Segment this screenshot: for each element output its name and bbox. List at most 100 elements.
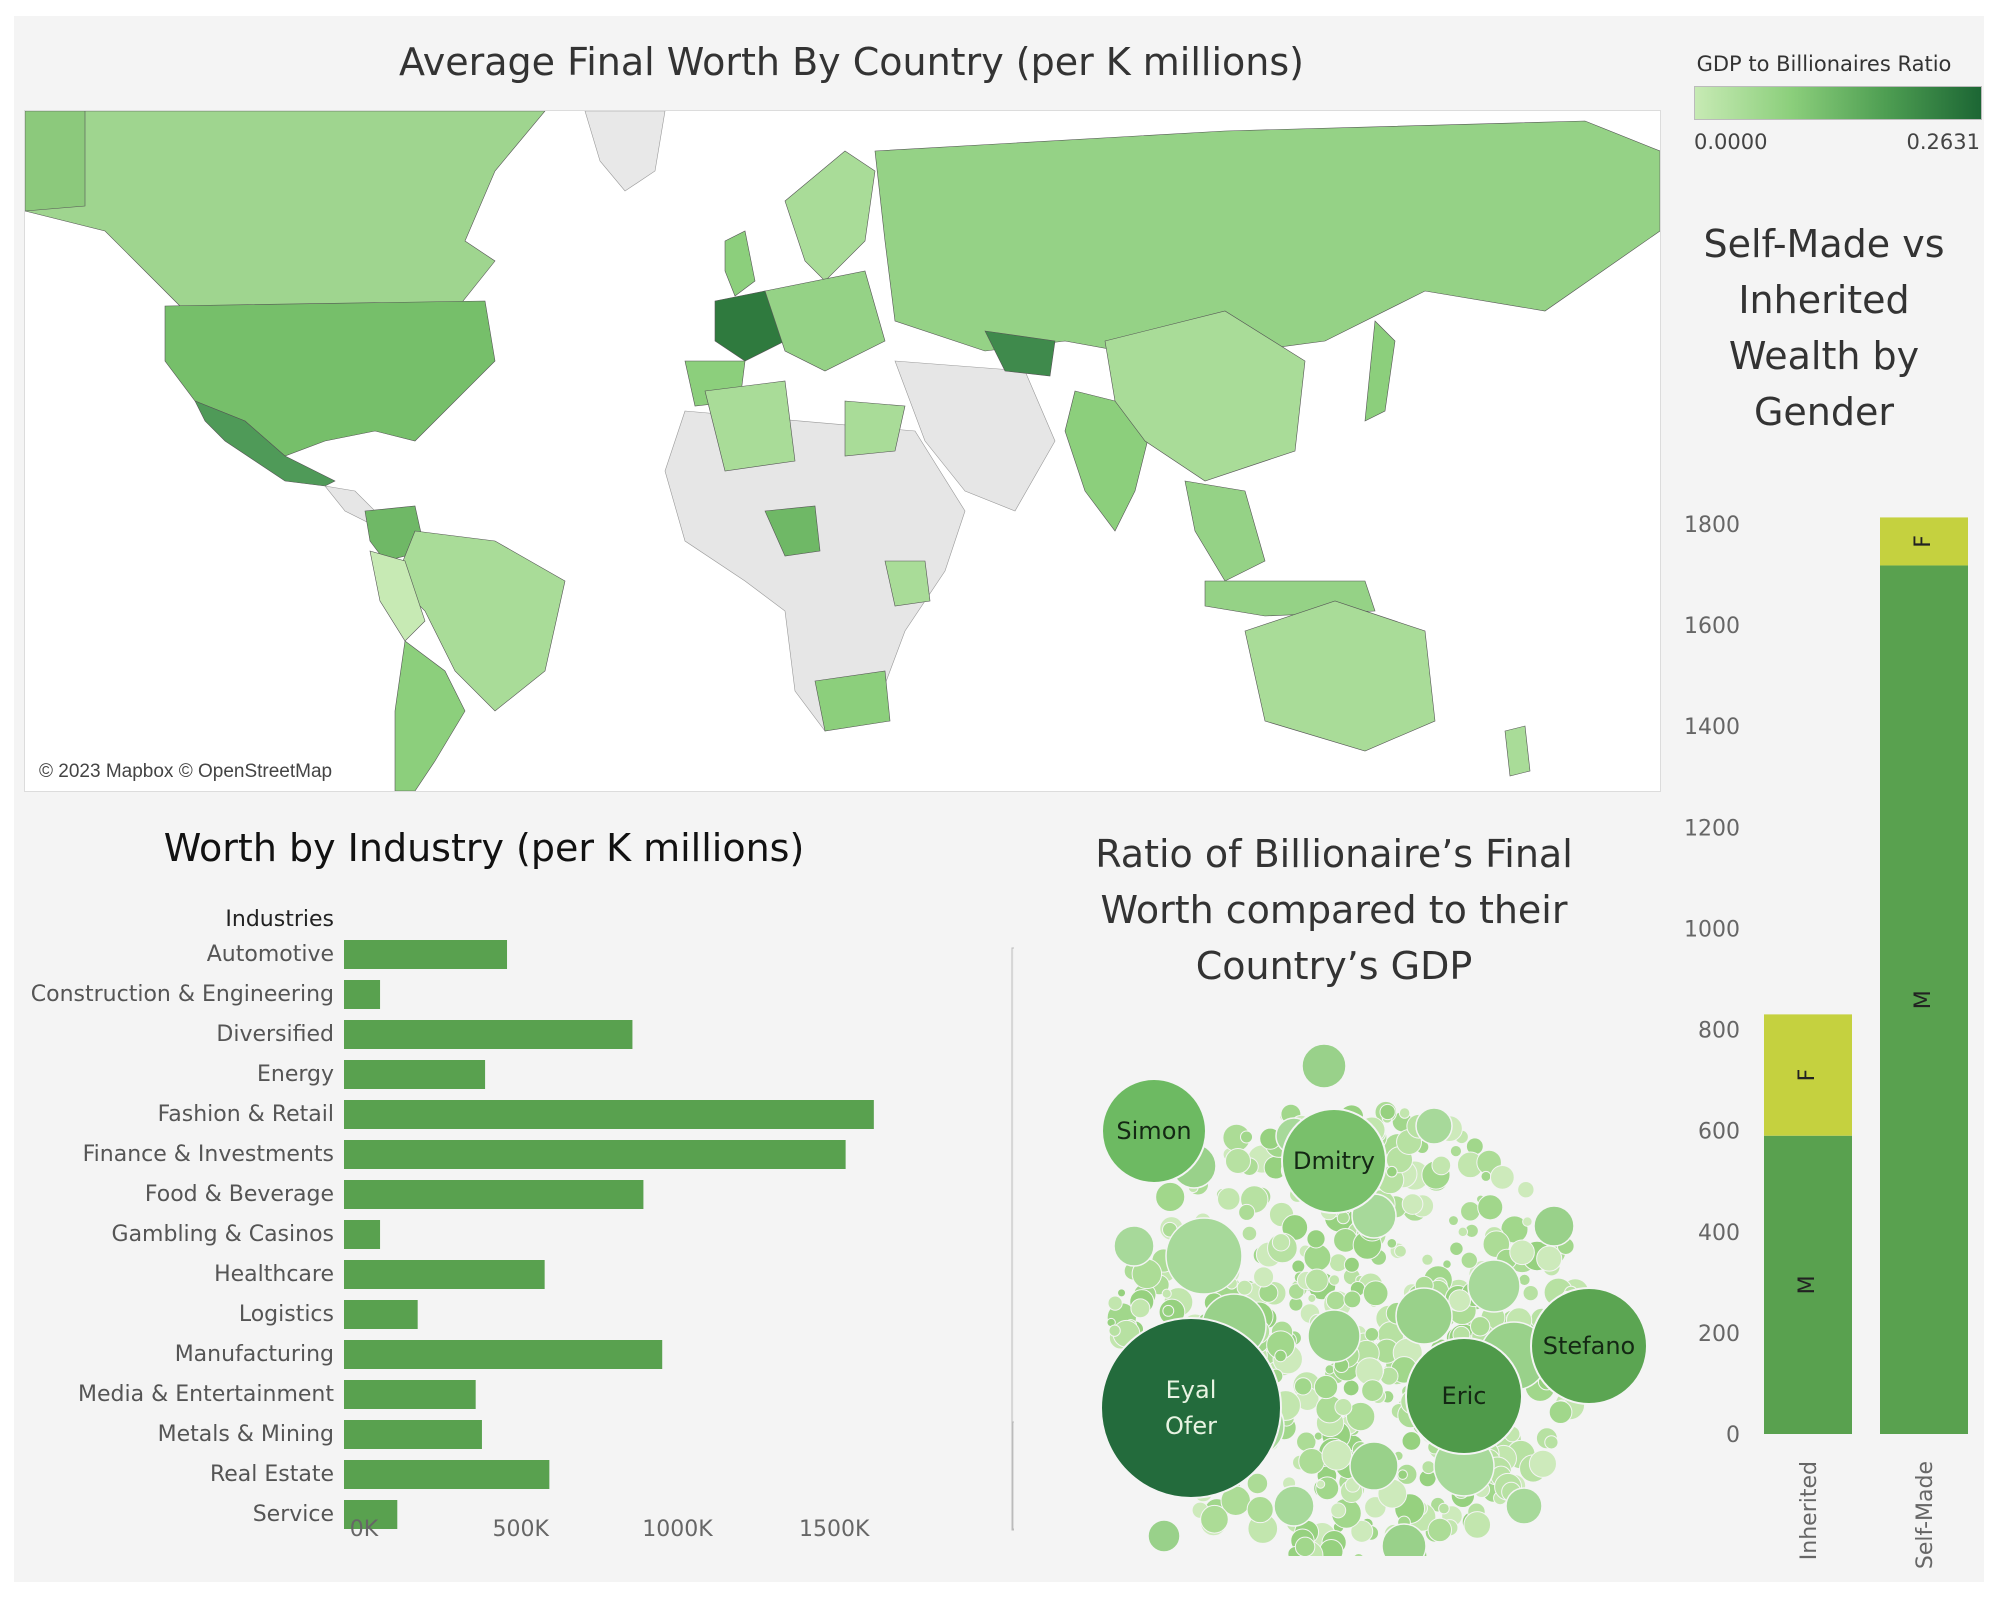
bubble-medium[interactable] — [1301, 1043, 1347, 1089]
bubble-medium[interactable] — [1505, 1487, 1543, 1525]
bubble-small[interactable] — [1477, 1194, 1504, 1221]
bubble-small[interactable] — [1427, 1517, 1452, 1543]
industry-bar-real-estate[interactable] — [344, 1460, 550, 1489]
bubble-small[interactable] — [1509, 1239, 1535, 1266]
industry-bar-manufacturing[interactable] — [344, 1340, 663, 1369]
bubble-small[interactable] — [1528, 1449, 1557, 1478]
industry-bar-chart[interactable]: Industries Automotive Construction & Engin… — [14, 896, 1045, 1556]
industry-bar-diversified[interactable] — [344, 1020, 633, 1049]
bubble-small[interactable] — [1379, 1103, 1396, 1121]
bubble-small[interactable] — [1448, 1289, 1471, 1312]
industry-bar-gambling-casinos[interactable] — [344, 1220, 381, 1249]
industry-bar-fashion-retail[interactable] — [344, 1100, 874, 1129]
industry-scrollbar-thumb[interactable] — [1012, 1421, 1044, 1530]
bubble-small[interactable] — [1352, 1553, 1365, 1566]
bubble-small[interactable] — [1328, 1274, 1341, 1286]
bubble-small[interactable] — [1522, 1216, 1533, 1227]
bubble-medium[interactable] — [1113, 1225, 1155, 1267]
bubble-small[interactable] — [1346, 1401, 1376, 1432]
industry-bar-logistics[interactable] — [344, 1300, 418, 1329]
bubble-dmitry[interactable] — [1281, 1108, 1387, 1214]
industry-bar-food-beverage[interactable] — [344, 1180, 644, 1209]
bubble-small[interactable] — [1460, 1201, 1481, 1222]
bubble-small[interactable] — [1161, 1288, 1172, 1299]
bubble-medium[interactable] — [1307, 1309, 1361, 1363]
bubble-small[interactable] — [1362, 1280, 1389, 1307]
bubble-medium[interactable] — [1165, 1217, 1243, 1295]
bubble-small[interactable] — [1489, 1164, 1515, 1190]
bubble-small[interactable] — [1274, 1349, 1287, 1363]
bubble-small[interactable] — [1117, 1288, 1127, 1298]
bubble-small[interactable] — [1313, 1374, 1339, 1400]
bubble-small[interactable] — [1271, 1233, 1291, 1252]
bubble-small[interactable] — [1421, 1460, 1436, 1475]
bubble-small[interactable] — [1548, 1400, 1573, 1424]
bubble-small[interactable] — [1294, 1536, 1316, 1558]
bubble-simon[interactable] — [1101, 1078, 1207, 1184]
bubble-small[interactable] — [1253, 1266, 1275, 1288]
gender-bar-inherited-m[interactable] — [1764, 1135, 1852, 1434]
bubble-small[interactable] — [1394, 1244, 1407, 1258]
bubble-small[interactable] — [1522, 1284, 1539, 1302]
bubble-small[interactable] — [1321, 1440, 1353, 1471]
bubble-small[interactable] — [1246, 1472, 1269, 1495]
bubble-medium[interactable] — [1415, 1107, 1453, 1145]
bubble-small[interactable] — [1448, 1215, 1459, 1227]
bubble-small[interactable] — [1246, 1496, 1274, 1524]
industry-bar-service[interactable] — [344, 1500, 398, 1529]
bubble-small[interactable] — [1397, 1469, 1408, 1480]
bubble-small[interactable] — [1449, 1145, 1463, 1158]
bubble-small[interactable] — [1343, 1290, 1362, 1309]
bubble-small[interactable] — [1291, 1259, 1306, 1274]
bubble-small[interactable] — [1130, 1298, 1151, 1319]
bubble-small[interactable] — [1449, 1241, 1464, 1256]
bubble-small[interactable] — [1330, 1502, 1347, 1519]
bubble-small[interactable] — [1386, 1237, 1398, 1249]
bubble-small[interactable] — [1421, 1253, 1434, 1266]
world-map[interactable]: © 2023 Mapbox © OpenStreetMap — [24, 110, 1661, 792]
bubble-small[interactable] — [1306, 1229, 1326, 1249]
bubble-small[interactable] — [1401, 1431, 1422, 1451]
industry-bar-finance-investments[interactable] — [344, 1140, 846, 1169]
bubble-small[interactable] — [1480, 1170, 1492, 1182]
bubble-small[interactable] — [1361, 1379, 1384, 1402]
bubble-small[interactable] — [1162, 1304, 1175, 1317]
bubble-small[interactable] — [1334, 1398, 1353, 1416]
bubble-medium[interactable] — [1349, 1441, 1399, 1491]
bubble-small[interactable] — [1469, 1316, 1491, 1337]
industry-bar-construction-engineering[interactable] — [344, 980, 381, 1009]
bubble-small[interactable] — [1200, 1504, 1229, 1534]
industry-bar-automotive[interactable] — [344, 940, 508, 969]
bubble-small[interactable] — [1305, 1268, 1329, 1293]
bubble-eyal-ofer[interactable] — [1100, 1317, 1282, 1499]
bubble-small[interactable] — [1544, 1435, 1559, 1450]
bubble-small[interactable] — [1107, 1295, 1123, 1311]
bubble-small[interactable] — [1343, 1256, 1360, 1273]
bubble-small[interactable] — [1241, 1225, 1258, 1242]
bubble-small[interactable] — [1155, 1181, 1186, 1213]
bubble-small[interactable] — [1316, 1479, 1326, 1489]
bubble-small[interactable] — [1398, 1107, 1411, 1119]
industry-bar-healthcare[interactable] — [344, 1260, 545, 1289]
bubble-small[interactable] — [1108, 1324, 1121, 1337]
industry-bar-energy[interactable] — [344, 1060, 486, 1089]
bubble-small[interactable] — [1438, 1502, 1450, 1515]
bubble-eric[interactable] — [1405, 1337, 1523, 1455]
bubble-small[interactable] — [1364, 1327, 1380, 1342]
bubble-small[interactable] — [1293, 1377, 1313, 1396]
bubble-small[interactable] — [1431, 1155, 1452, 1176]
bubble-small[interactable] — [1307, 1293, 1317, 1303]
bubble-small[interactable] — [1350, 1519, 1374, 1543]
bubble-stefano[interactable] — [1530, 1287, 1648, 1405]
industry-bar-media-entertainment[interactable] — [344, 1380, 476, 1409]
bubble-small[interactable] — [1401, 1193, 1424, 1215]
bubble-small[interactable] — [1460, 1251, 1478, 1269]
bubble-medium[interactable] — [1533, 1205, 1575, 1247]
gender-bar-self-made-m[interactable] — [1880, 565, 1968, 1434]
bubble-small[interactable] — [1457, 1226, 1469, 1238]
bubble-medium[interactable] — [1467, 1259, 1521, 1313]
bubble-small[interactable] — [1236, 1279, 1253, 1296]
gender-bar-self-made-f[interactable] — [1880, 517, 1968, 566]
bubble-medium[interactable] — [1273, 1485, 1315, 1527]
bubble-small[interactable] — [1224, 1147, 1252, 1175]
